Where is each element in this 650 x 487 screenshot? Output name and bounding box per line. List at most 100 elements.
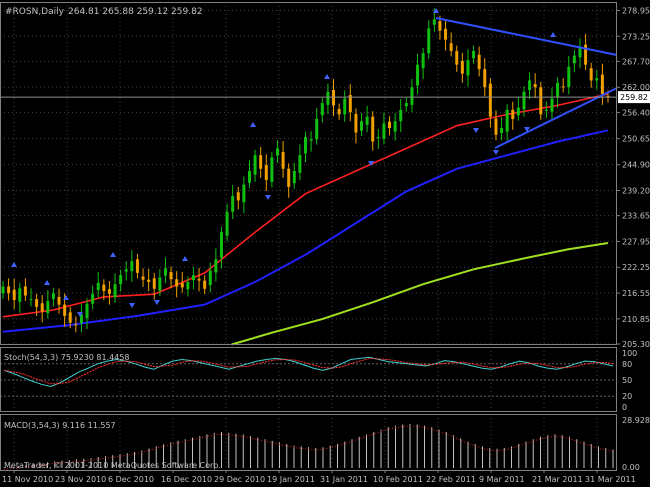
candle-body [264, 165, 268, 181]
price-tick-label: 205.30 [622, 340, 650, 349]
candle-body [163, 268, 167, 276]
candle-body [298, 155, 302, 173]
fractal-up-marker [11, 262, 17, 267]
candle-body [247, 171, 251, 183]
time-tick-label: 31 Mar 2011 [585, 475, 636, 484]
candle-body [528, 80, 532, 90]
stoch-label: Stoch(54,3,3) 75.9230 81.4458 [4, 353, 130, 362]
macd-signal-line [3, 425, 614, 470]
symbol-header: #ROSN,Daily [5, 7, 65, 17]
candle-body [360, 121, 364, 131]
candle-body [332, 89, 336, 106]
candle-body [46, 300, 50, 314]
price-tick-label: 250.65 [622, 135, 650, 144]
fractal-up-marker [324, 74, 330, 79]
candle-body [85, 303, 89, 319]
candle-body [191, 275, 195, 281]
candle-body [57, 296, 61, 305]
candle-body [304, 137, 307, 154]
candle-body [533, 84, 537, 88]
candle-body [477, 54, 481, 70]
price-tick-label: 239.20 [622, 186, 650, 195]
stoch-pane-frame [0, 347, 617, 412]
time-tick-label: 23 Nov 2010 [55, 475, 106, 484]
fractal-up-marker [110, 252, 116, 257]
candle-body [219, 232, 223, 258]
candle-body [270, 157, 274, 182]
time-tick-label: 29 Dec 2010 [214, 475, 265, 484]
candle-body [91, 293, 95, 304]
time-tick-label: 21 Mar 2011 [532, 475, 583, 484]
candle-body [35, 299, 39, 307]
candle-body [180, 282, 184, 288]
candle-body [584, 44, 588, 65]
ma-slow-line [231, 242, 609, 346]
fractal-down-marker [129, 303, 135, 308]
macd-pane[interactable] [3, 424, 614, 470]
candle-body [393, 121, 397, 132]
candle-body [79, 314, 83, 324]
candle-body [96, 282, 100, 291]
candle-body [141, 276, 145, 280]
fractal-down-marker [473, 128, 479, 133]
fractal-down-marker [493, 150, 499, 155]
price-tick-label: 278.95 [622, 6, 650, 15]
candle-body [561, 86, 565, 88]
candle-body [376, 137, 380, 139]
macd-pane-frame [0, 414, 617, 471]
candle-body [51, 293, 55, 300]
current-price-box [618, 91, 650, 104]
candle-body [147, 279, 151, 282]
candle-body [449, 43, 453, 52]
price-tick-label: 216.55 [622, 289, 650, 298]
candle-body [12, 289, 16, 301]
candle-body [522, 91, 526, 110]
stochastic-pane[interactable] [0, 356, 617, 397]
candle-body [242, 184, 246, 203]
candle-body [382, 123, 386, 139]
price-tick-label: 273.25 [622, 32, 650, 41]
candle-body [169, 272, 173, 280]
stoch-tick-label: 20 [622, 392, 632, 401]
candle-body [225, 211, 229, 236]
candle-body [40, 303, 44, 312]
candle-body [7, 286, 11, 294]
fractal-down-marker [77, 312, 83, 317]
price-pane[interactable] [0, 8, 618, 346]
resistance-trendline [435, 17, 618, 56]
price-tick-label: 244.90 [622, 161, 650, 170]
macd-bottom-tick: 0.00 [622, 463, 640, 472]
candle-body [29, 299, 33, 301]
candle-body [500, 128, 504, 133]
time-tick-label: 11 Nov 2010 [2, 475, 53, 484]
stoch-signal-line [3, 357, 614, 385]
price-tick-label: 227.95 [622, 237, 650, 246]
fractal-up-marker [44, 280, 50, 285]
candle-body [281, 152, 285, 169]
candle-body [186, 281, 190, 290]
candle-body [253, 155, 257, 175]
fractal-up-marker [250, 122, 256, 127]
price-tick-label: 233.65 [622, 212, 650, 221]
candle-body [567, 66, 571, 88]
candle-body [578, 46, 582, 58]
candle-body [343, 98, 347, 115]
candle-body [550, 98, 554, 112]
macd-top-tick: 28.928 [622, 416, 650, 425]
candle-body [556, 82, 560, 97]
candle-body [516, 107, 520, 116]
candle-body [511, 109, 515, 119]
time-tick-label: 31 Jan 2011 [320, 475, 368, 484]
candle-body [337, 108, 341, 115]
stoch-tick-label: 100 [622, 349, 637, 358]
candle-body [309, 139, 313, 141]
candle-body [421, 53, 425, 69]
candle-body [287, 168, 291, 187]
time-tick-label: 22 Feb 2011 [426, 475, 476, 484]
candle-body [416, 64, 420, 86]
price-tick-label: 210.85 [622, 315, 650, 324]
candle-body [600, 74, 604, 95]
candle-body [23, 286, 27, 296]
candle-body [135, 259, 139, 273]
